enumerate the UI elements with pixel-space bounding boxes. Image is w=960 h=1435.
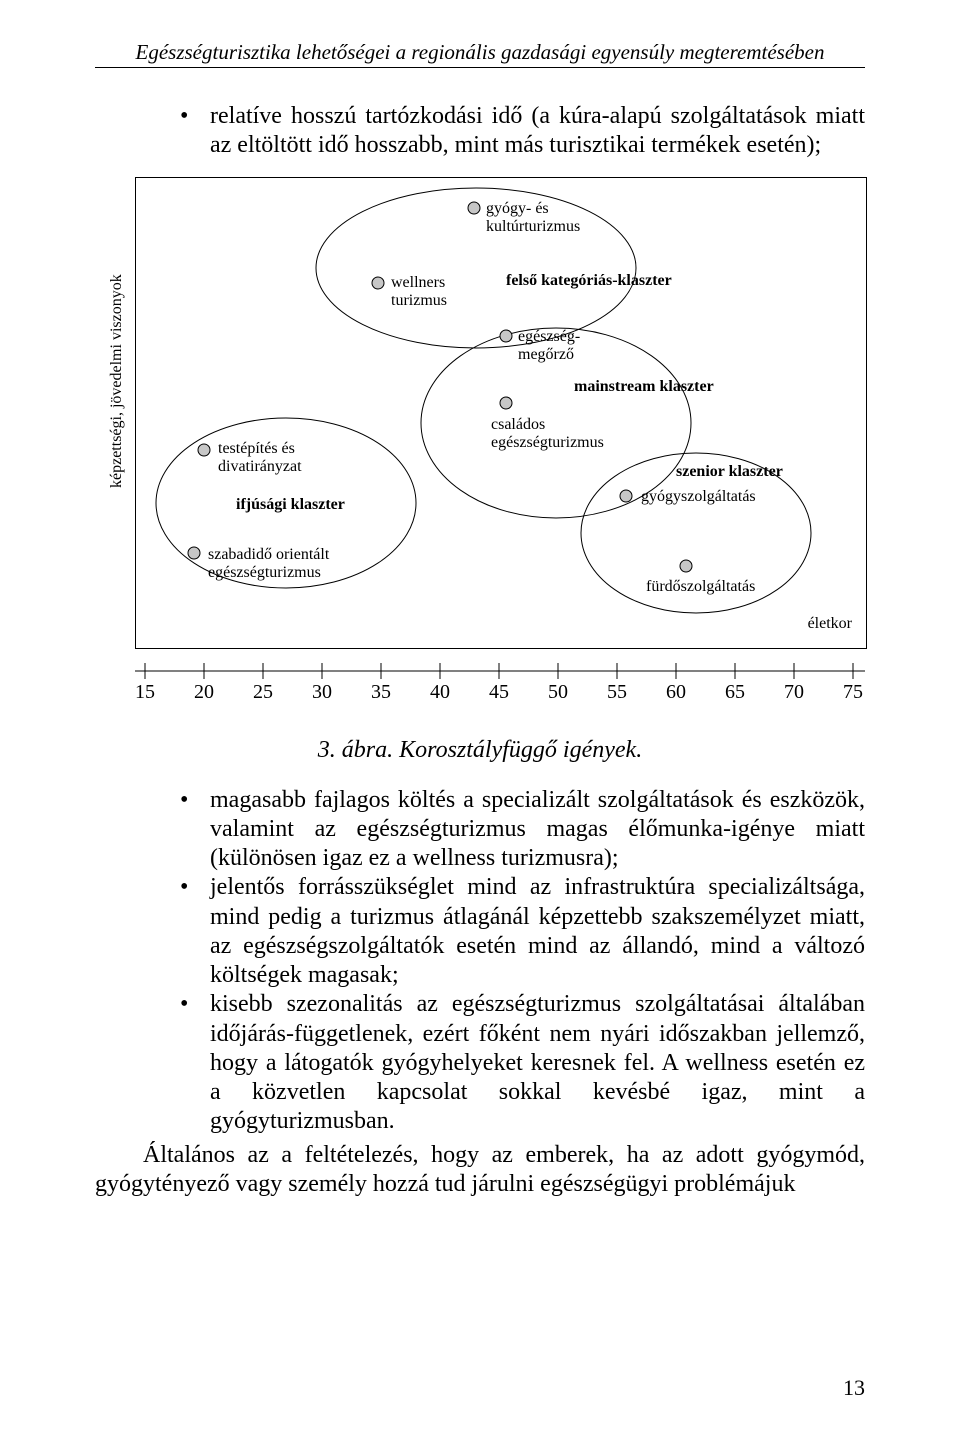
axis-tick: 15 xyxy=(135,681,155,704)
running-header: Egészségturisztika lehetőségei a regioná… xyxy=(95,40,865,68)
axis-tick: 35 xyxy=(371,681,391,704)
closing-text: Általános az a feltételezés, hogy az emb… xyxy=(95,1142,865,1197)
axis-tick: 75 xyxy=(843,681,863,704)
axis-tick: 65 xyxy=(725,681,745,704)
bullet-item: • magasabb fajlagos költés a specializál… xyxy=(180,786,865,874)
node-label: családos egészségturizmus xyxy=(491,416,604,453)
figure-caption: 3. ábra. Korosztályfüggő igények. xyxy=(95,737,865,764)
node-label: gyógy- és kultúrturizmus xyxy=(486,200,580,237)
y-axis-label: képzettségi, jövedelmi viszonyok xyxy=(108,274,126,488)
figure-diagram: képzettségi, jövedelmi viszonyok gy xyxy=(135,177,867,649)
bullet-item: • kisebb szezonalitás az egészségturizmu… xyxy=(180,990,865,1136)
caption-title: Korosztályfüggő igények. xyxy=(399,737,642,763)
node-label: egészség- megőrző xyxy=(518,328,580,365)
node-label: wellners turizmus xyxy=(391,274,447,311)
axis-tick: 50 xyxy=(548,681,568,704)
bullet-item: • relatíve hosszú tartózkodási idő (a kú… xyxy=(180,102,865,161)
bullet-text: relatíve hosszú tartózkodási idő (a kúra… xyxy=(210,102,865,161)
bullet-text: magasabb fajlagos költés a specializált … xyxy=(210,786,865,874)
axis-tick: 60 xyxy=(666,681,686,704)
cluster-label: szenior klaszter xyxy=(676,463,783,481)
bullet-dot: • xyxy=(180,102,210,161)
axis-tick: 25 xyxy=(253,681,273,704)
cluster-label: mainstream klaszter xyxy=(574,378,714,396)
axis-tick: 70 xyxy=(784,681,804,704)
cluster-label: ifjúsági klaszter xyxy=(236,496,345,514)
bullet-text: jelentős forrásszükséglet mind az infras… xyxy=(210,873,865,990)
closing-paragraph: Általános az a feltételezés, hogy az emb… xyxy=(95,1141,865,1200)
bullet-dot: • xyxy=(180,873,210,990)
axis-tick: 20 xyxy=(194,681,214,704)
axis-tick: 55 xyxy=(607,681,627,704)
bullet-text: kisebb szezonalitás az egészségturizmus … xyxy=(210,990,865,1136)
bullet-dot: • xyxy=(180,786,210,874)
node-label: szabadidő orientált egészségturizmus xyxy=(208,546,329,583)
bullet-dot: • xyxy=(180,990,210,1136)
x-axis-label: életkor xyxy=(808,615,852,633)
node-label: fürdőszolgáltatás xyxy=(646,578,755,596)
axis-tick: 40 xyxy=(430,681,450,704)
axis-tick: 45 xyxy=(489,681,509,704)
axis-tick: 30 xyxy=(312,681,332,704)
cluster-label: felső kategóriás-klaszter xyxy=(506,272,672,290)
page-number: 13 xyxy=(843,1375,865,1401)
caption-number: 3. ábra. xyxy=(318,737,393,763)
x-axis: 15 20 25 30 35 40 45 50 55 60 65 70 75 xyxy=(135,659,865,719)
node-label: gyógyszolgáltatás xyxy=(641,488,756,506)
bullet-item: • jelentős forrásszükséglet mind az infr… xyxy=(180,873,865,990)
node-label: testépítés és divatirányzat xyxy=(218,440,302,477)
